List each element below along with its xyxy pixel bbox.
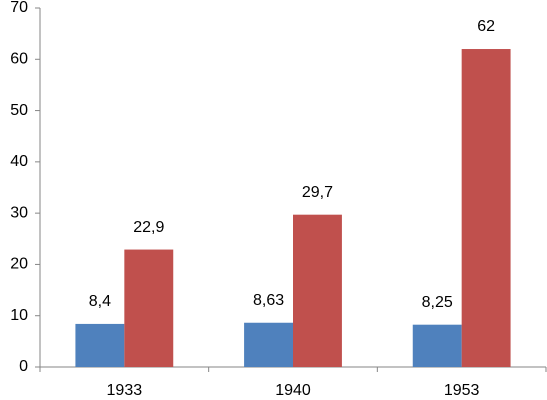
- y-tick-label: 20: [10, 256, 28, 273]
- data-label: 8,25: [422, 294, 453, 311]
- x-tick-label: 1933: [107, 382, 143, 399]
- bar: [75, 323, 125, 367]
- data-label: 29,7: [302, 184, 333, 201]
- data-label: 62: [477, 18, 495, 35]
- bar: [412, 324, 462, 367]
- bar: [244, 322, 293, 367]
- bar: [293, 214, 342, 367]
- x-tick-label: 1953: [444, 382, 480, 399]
- bar: [461, 49, 511, 368]
- y-tick-label: 0: [19, 358, 28, 375]
- data-label: 22,9: [133, 219, 164, 236]
- data-label: 8,4: [89, 293, 111, 310]
- data-label: 8,63: [253, 292, 284, 309]
- y-tick-label: 60: [10, 51, 28, 68]
- y-tick-label: 70: [10, 0, 28, 16]
- y-tick-label: 40: [10, 153, 28, 170]
- y-tick-label: 30: [10, 204, 28, 221]
- bar: [124, 249, 174, 367]
- x-tick-label: 1940: [275, 382, 311, 399]
- y-tick-label: 10: [10, 307, 28, 324]
- y-tick-label: 50: [10, 102, 28, 119]
